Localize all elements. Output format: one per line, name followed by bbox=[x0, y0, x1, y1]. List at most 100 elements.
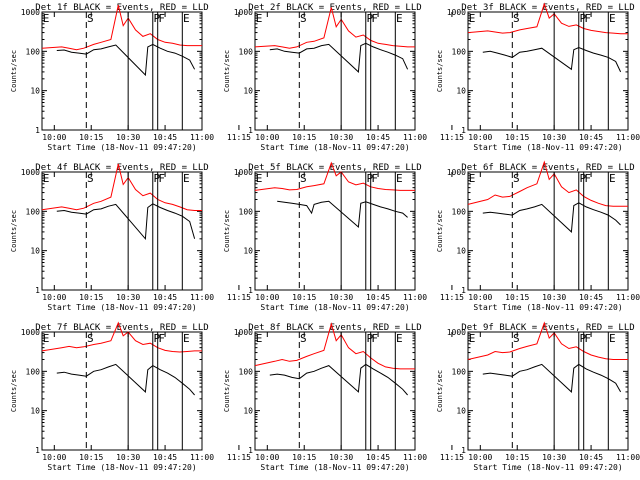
interval-marker-label: F bbox=[371, 332, 378, 345]
detector-panel: Det 1f BLACK = Events, RED = LLD 1 10 100 10… bbox=[10, 3, 251, 152]
y-tick-label: 1 bbox=[248, 446, 253, 455]
interval-marker-label: E bbox=[609, 172, 616, 185]
y-tick-label: 100 bbox=[26, 367, 41, 376]
y-axis-label: Counts/sec bbox=[436, 50, 444, 92]
y-tick-label: 1000 bbox=[447, 328, 466, 337]
x-tick-label: 11:15 bbox=[440, 293, 464, 302]
y-tick-label: 10 bbox=[456, 247, 466, 256]
x-tick-label: 10:15 bbox=[79, 293, 103, 302]
y-tick-label: 10 bbox=[243, 407, 253, 416]
plot-frame bbox=[467, 331, 629, 451]
y-tick-label: 10 bbox=[30, 247, 40, 256]
x-tick-label: 10:30 bbox=[116, 293, 140, 302]
x-tick-label: 11:00 bbox=[616, 293, 640, 302]
x-tick-label: 10:30 bbox=[542, 453, 566, 462]
detector-panel: Det 2f BLACK = Events, RED = LLD 1 10 100 10… bbox=[223, 3, 464, 152]
y-tick-label: 100 bbox=[239, 207, 254, 216]
y-tick-label: 1 bbox=[35, 126, 40, 135]
x-axis-label: Start Time (18-Nov-11 09:47:20) bbox=[47, 143, 196, 152]
x-tick-label: 10:45 bbox=[153, 293, 177, 302]
interval-marker-label: P bbox=[579, 332, 586, 345]
y-tick-label: 1 bbox=[248, 126, 253, 135]
interval-marker-label: S bbox=[300, 332, 307, 345]
interval-marker-label: P bbox=[366, 332, 373, 345]
detector-panel: Det 6f BLACK = Events, RED = LLD 1 10 100 10… bbox=[436, 160, 640, 312]
y-axis-label: Counts/sec bbox=[223, 210, 231, 252]
plot-frame bbox=[254, 331, 416, 451]
interval-marker-label: E bbox=[43, 172, 50, 185]
detector-panel: Det 7f BLACK = Events, RED = LLD 1 10 100 10… bbox=[10, 321, 251, 472]
events-series-line bbox=[482, 46, 622, 73]
x-axis-label: Start Time (18-Nov-11 09:47:20) bbox=[47, 463, 196, 472]
interval-marker-label: E bbox=[256, 172, 263, 185]
interval-marker-label: F bbox=[158, 172, 165, 185]
events-series-line bbox=[56, 43, 196, 77]
x-axis-label: Start Time (18-Nov-11 09:47:20) bbox=[47, 303, 196, 312]
y-tick-label: 1 bbox=[248, 286, 253, 295]
panel-title: Det 9f BLACK = Events, RED = LLD bbox=[461, 323, 634, 333]
events-series-line bbox=[269, 363, 408, 396]
interval-marker-label: E bbox=[396, 332, 403, 345]
x-tick-label: 10:15 bbox=[505, 133, 529, 142]
panel-title: Det 6f BLACK = Events, RED = LLD bbox=[461, 163, 634, 173]
interval-marker-label: P bbox=[153, 332, 160, 345]
x-tick-label: 10:45 bbox=[579, 133, 603, 142]
x-tick-label: 10:30 bbox=[542, 293, 566, 302]
x-tick-label: 11:00 bbox=[403, 293, 427, 302]
interval-marker-label: F bbox=[158, 332, 165, 345]
interval-marker-label: F bbox=[158, 12, 165, 25]
interval-marker-label: S bbox=[513, 12, 520, 25]
x-tick-label: 11:15 bbox=[440, 453, 464, 462]
y-tick-label: 1 bbox=[461, 126, 466, 135]
x-tick-label: 10:15 bbox=[79, 453, 103, 462]
x-axis-label: Start Time (18-Nov-11 09:47:20) bbox=[473, 463, 622, 472]
x-tick-label: 11:00 bbox=[190, 293, 214, 302]
x-tick-label: 10:00 bbox=[468, 133, 492, 142]
interval-marker-label: E bbox=[396, 172, 403, 185]
x-tick-label: 10:30 bbox=[329, 133, 353, 142]
y-axis-label: Counts/sec bbox=[223, 370, 231, 412]
interval-marker-label: E bbox=[183, 172, 190, 185]
x-axis-label: Start Time (18-Nov-11 09:47:20) bbox=[473, 143, 622, 152]
interval-marker-label: F bbox=[584, 12, 591, 25]
plot-frame bbox=[41, 171, 203, 291]
interval-marker-label: E bbox=[43, 332, 50, 345]
y-axis-label: Counts/sec bbox=[10, 50, 18, 92]
y-tick-label: 1000 bbox=[447, 168, 466, 177]
interval-marker-label: E bbox=[256, 332, 263, 345]
detector-panel: Det 8f BLACK = Events, RED = LLD 1 10 100 10… bbox=[223, 322, 464, 472]
events-series-line bbox=[277, 200, 408, 229]
x-tick-label: 10:30 bbox=[116, 133, 140, 142]
panel-title: Det 2f BLACK = Events, RED = LLD bbox=[248, 3, 421, 13]
x-tick-label: 10:15 bbox=[292, 453, 316, 462]
plot-frame bbox=[41, 11, 203, 131]
detector-panel: Det 5f BLACK = Events, RED = LLD 1 10 100 10… bbox=[223, 161, 464, 312]
x-tick-label: 11:15 bbox=[227, 453, 251, 462]
y-tick-label: 10 bbox=[456, 407, 466, 416]
events-series-line bbox=[482, 202, 621, 233]
interval-marker-label: E bbox=[609, 12, 616, 25]
interval-marker-label: E bbox=[396, 12, 403, 25]
x-tick-label: 10:45 bbox=[579, 453, 603, 462]
interval-marker-label: S bbox=[300, 12, 307, 25]
y-axis-label: Counts/sec bbox=[436, 370, 444, 412]
events-series-line bbox=[56, 363, 195, 396]
y-tick-label: 1000 bbox=[234, 8, 253, 17]
interval-marker-label: S bbox=[87, 12, 94, 25]
x-tick-label: 11:15 bbox=[227, 293, 251, 302]
x-tick-label: 10:00 bbox=[42, 133, 66, 142]
x-tick-label: 10:45 bbox=[153, 133, 177, 142]
interval-marker-label: P bbox=[153, 172, 160, 185]
y-tick-label: 1 bbox=[35, 286, 40, 295]
panel-title: Det 5f BLACK = Events, RED = LLD bbox=[248, 163, 421, 173]
interval-marker-label: S bbox=[513, 172, 520, 185]
events-series-line bbox=[482, 363, 622, 393]
x-axis-label: Start Time (18-Nov-11 09:47:20) bbox=[260, 303, 409, 312]
y-tick-label: 100 bbox=[26, 47, 41, 56]
y-tick-label: 100 bbox=[452, 47, 467, 56]
x-tick-label: 11:15 bbox=[440, 133, 464, 142]
y-tick-label: 1000 bbox=[234, 168, 253, 177]
y-tick-label: 100 bbox=[452, 367, 467, 376]
x-tick-label: 10:00 bbox=[255, 453, 279, 462]
x-tick-label: 10:45 bbox=[366, 293, 390, 302]
